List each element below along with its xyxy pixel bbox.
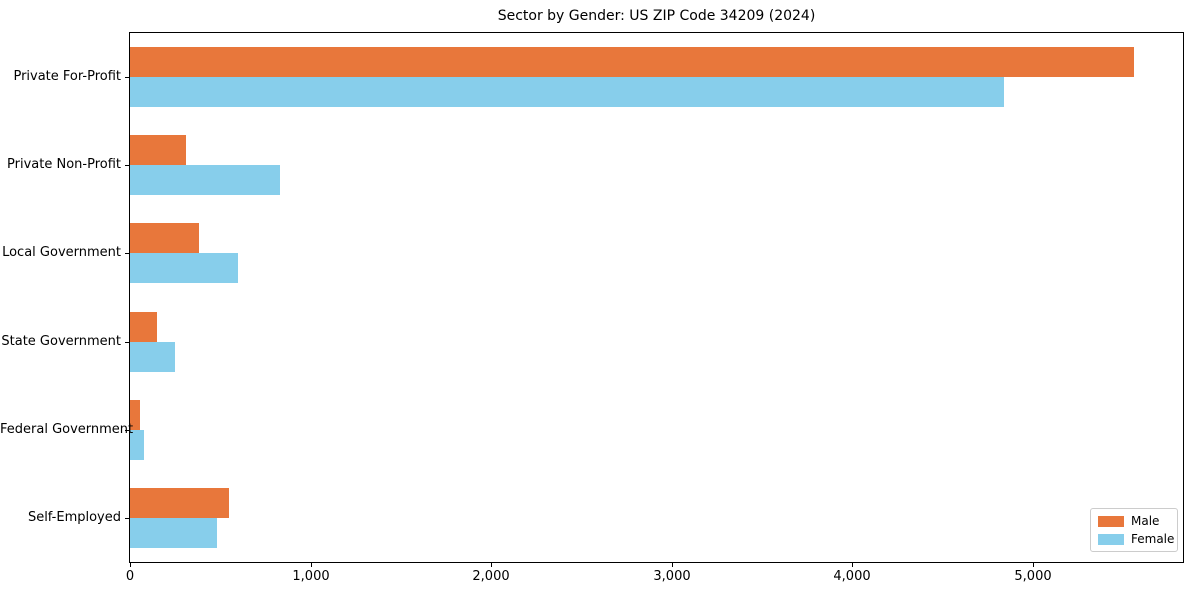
- legend-label: Male: [1131, 514, 1160, 528]
- x-tick-mark: [311, 563, 312, 567]
- y-tick-label: Federal Government: [0, 422, 134, 437]
- y-tick-label: Self-Employed: [27, 510, 121, 525]
- bar-male-3: [130, 312, 157, 342]
- legend-entry-female: Female: [1098, 532, 1175, 546]
- bar-male-2: [130, 223, 199, 253]
- x-tick-mark: [1033, 563, 1034, 567]
- legend-label: Female: [1131, 532, 1175, 546]
- x-tick-label: 1,000: [292, 569, 330, 584]
- bar-female-5: [130, 518, 217, 548]
- y-tick-mark: [125, 342, 129, 343]
- bar-male-0: [130, 47, 1134, 77]
- legend-swatch-male: [1098, 515, 1124, 527]
- bar-female-0: [130, 77, 1004, 107]
- bar-male-4: [130, 400, 140, 430]
- x-tick-mark: [672, 563, 673, 567]
- y-tick-mark: [125, 253, 129, 254]
- y-tick-mark: [125, 77, 129, 78]
- bar-female-4: [130, 430, 144, 460]
- bar-female-1: [130, 165, 280, 195]
- y-tick-label: Private Non-Profit: [7, 157, 121, 172]
- x-tick-label: 3,000: [653, 569, 691, 584]
- plot-area: [129, 32, 1184, 563]
- y-tick-label: Private For-Profit: [13, 69, 121, 84]
- y-tick-label: Local Government: [2, 245, 121, 260]
- bar-male-1: [130, 135, 186, 165]
- x-tick-mark: [491, 563, 492, 567]
- bar-female-2: [130, 253, 238, 283]
- y-tick-label: State Government: [1, 334, 121, 349]
- x-tick-label: 0: [125, 569, 135, 584]
- x-tick-mark: [852, 563, 853, 567]
- y-tick-mark: [125, 518, 129, 519]
- x-tick-mark: [130, 563, 131, 567]
- legend-entry-male: Male: [1098, 515, 1171, 527]
- chart-title: Sector by Gender: US ZIP Code 34209 (202…: [497, 8, 816, 24]
- x-tick-label: 4,000: [833, 569, 871, 584]
- bar-female-3: [130, 342, 175, 372]
- legend-swatch-female: [1098, 533, 1124, 545]
- y-tick-mark: [125, 430, 129, 431]
- legend: Male Female: [1090, 508, 1178, 552]
- y-tick-mark: [125, 165, 129, 166]
- x-tick-label: 5,000: [1014, 569, 1052, 584]
- x-tick-label: 2,000: [472, 569, 510, 584]
- bar-male-5: [130, 488, 229, 518]
